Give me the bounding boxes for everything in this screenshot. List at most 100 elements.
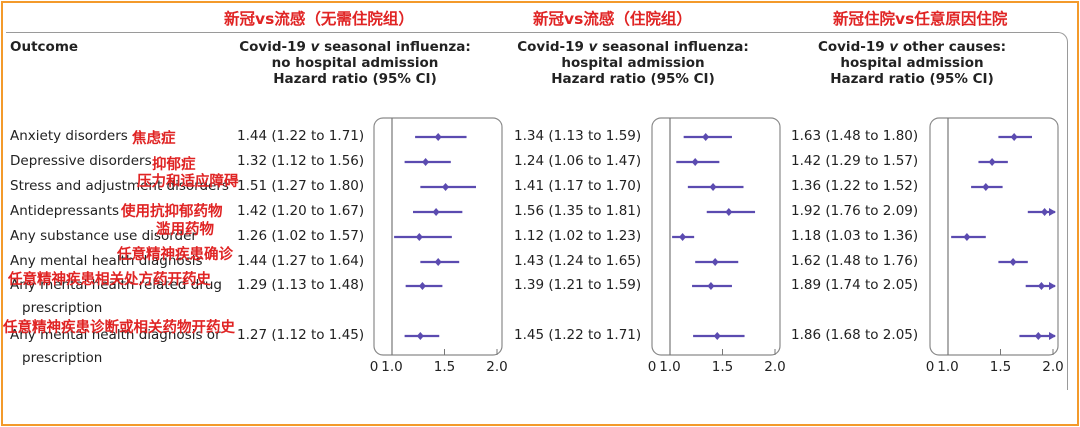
hazard-ratio-text: 1.12 (1.02 to 1.23): [514, 228, 642, 244]
hazard-ratio-text: 1.86 (1.68 to 2.05): [791, 327, 919, 343]
hazard-ratio-text: 1.45 (1.22 to 1.71): [514, 327, 642, 343]
outcome-label: Any mental health related drug: [10, 277, 223, 293]
hazard-ratio-text: 1.51 (1.27 to 1.80): [237, 178, 365, 194]
x-tick-label: 2.0: [1042, 359, 1063, 375]
hazard-ratio-text: 1.24 (1.06 to 1.47): [514, 153, 642, 169]
point-estimate: [713, 332, 721, 340]
x-tick-label: 0: [370, 359, 379, 375]
point-estimate: [442, 183, 450, 191]
x-tick-label: 1.5: [990, 359, 1011, 375]
chinese-annotation: 使用抗抑郁药物: [121, 204, 223, 220]
point-estimate: [988, 158, 996, 166]
hazard-ratio-text: 1.63 (1.48 to 1.80): [791, 128, 919, 144]
chinese-annotation: 滥用药物: [156, 222, 214, 238]
outcome-label-cont: prescription: [22, 300, 103, 316]
x-tick-label: 1.5: [434, 359, 455, 375]
table-frame: [6, 32, 1068, 390]
point-estimate: [711, 258, 719, 266]
point-estimate: [418, 282, 426, 290]
hazard-ratio-text: 1.32 (1.12 to 1.56): [237, 153, 365, 169]
outcome-header: Outcome: [10, 39, 79, 55]
column-header: Covid-19 v seasonal influenza: no hospita…: [230, 39, 480, 87]
hazard-ratio-text: 1.44 (1.22 to 1.71): [237, 128, 365, 144]
hazard-ratio-text: 1.89 (1.74 to 2.05): [791, 277, 919, 293]
outcome-label: Stress and adjustment disorders: [10, 178, 229, 194]
column-header-line: hospital admission: [840, 55, 984, 71]
point-estimate: [432, 208, 440, 216]
plot-frame: [373, 117, 503, 356]
point-estimate: [434, 258, 442, 266]
outcome-label: Any substance use disorder: [10, 228, 197, 244]
hazard-ratio-text: 1.29 (1.13 to 1.48): [237, 277, 365, 293]
column-header-line: Hazard ratio (95% CI): [551, 71, 715, 87]
x-tick-label: 2.0: [764, 359, 785, 375]
point-estimate: [1010, 133, 1018, 141]
point-estimate: [422, 158, 430, 166]
hazard-ratio-text: 1.18 (1.03 to 1.36): [791, 228, 919, 244]
outcome-label: Depressive disorders: [10, 153, 152, 169]
point-estimate: [1034, 332, 1042, 340]
hazard-ratio-text: 1.34 (1.13 to 1.59): [514, 128, 642, 144]
point-estimate: [434, 133, 442, 141]
column-header-line: Covid-19 v other causes:: [817, 39, 1007, 55]
hazard-ratio-text: 1.43 (1.24 to 1.65): [514, 253, 642, 269]
point-estimate: [679, 233, 687, 241]
hazard-ratio-text: 1.41 (1.17 to 1.70): [514, 178, 642, 194]
hazard-ratio-text: 1.56 (1.35 to 1.81): [514, 203, 642, 219]
chinese-annotation: 抑郁症: [152, 157, 196, 173]
column-header-line: hospital admission: [561, 55, 705, 71]
point-estimate: [982, 183, 990, 191]
hazard-ratio-text: 1.42 (1.20 to 1.67): [237, 203, 365, 219]
hazard-ratio-text: 1.27 (1.12 to 1.45): [237, 327, 365, 343]
point-estimate: [1041, 208, 1049, 216]
hazard-ratio-text: 1.26 (1.02 to 1.57): [237, 228, 365, 244]
point-estimate: [1009, 258, 1017, 266]
top-annotation: 新冠vs流感（住院组）: [533, 10, 692, 28]
point-estimate: [415, 233, 423, 241]
top-annotation: 新冠vs流感（无需住院组）: [224, 10, 414, 28]
outcome-label: Anxiety disorders: [10, 128, 128, 144]
x-tick-label: 1.5: [712, 359, 733, 375]
column-header-line: Hazard ratio (95% CI): [273, 71, 437, 87]
ci-arrow: [1049, 208, 1056, 216]
column-header-line: Covid-19 v seasonal influenza:: [517, 39, 749, 55]
point-estimate: [691, 158, 699, 166]
outcome-label-cont: prescription: [22, 350, 103, 366]
hazard-ratio-text: 1.62 (1.48 to 1.76): [791, 253, 919, 269]
ci-arrow: [1049, 332, 1056, 340]
ci-arrow: [1049, 282, 1056, 290]
x-tick-label: 0: [926, 359, 935, 375]
point-estimate: [725, 208, 733, 216]
point-estimate: [702, 133, 710, 141]
x-tick-label: 0: [648, 359, 657, 375]
top-annotation: 新冠住院vs任意原因住院: [833, 10, 1008, 28]
column-header: Covid-19 v other causes: hospital admissi…: [787, 39, 1037, 87]
outcome-label: Any mental health diagnosis: [10, 253, 203, 269]
x-tick-label: 1.0: [937, 359, 958, 375]
plot-frame: [929, 117, 1059, 356]
plot-frame: [651, 117, 781, 356]
x-tick-label: 2.0: [486, 359, 507, 375]
column-header-line: Hazard ratio (95% CI): [830, 71, 994, 87]
hazard-ratio-text: 1.44 (1.27 to 1.64): [237, 253, 365, 269]
outcome-label: Antidepressants: [10, 203, 120, 219]
x-tick-label: 1.0: [659, 359, 680, 375]
point-estimate: [709, 183, 717, 191]
point-estimate: [707, 282, 715, 290]
hazard-ratio-text: 1.92 (1.76 to 2.09): [791, 203, 919, 219]
point-estimate: [416, 332, 424, 340]
chinese-annotation: 焦虑症: [132, 131, 176, 147]
hazard-ratio-text: 1.36 (1.22 to 1.52): [791, 178, 919, 194]
column-header: Covid-19 v seasonal influenza: hospital a…: [508, 39, 758, 87]
outcome-label: Any mental health diagnosis or: [10, 327, 221, 343]
chinese-annotation: 任意精神疾患确诊: [117, 247, 233, 263]
point-estimate: [1037, 282, 1045, 290]
point-estimate: [963, 233, 971, 241]
column-header-line: no hospital admission: [271, 55, 439, 71]
chinese-annotation: 任意精神疾患相关处方药开药史: [8, 272, 211, 288]
column-header-line: Covid-19 v seasonal influenza:: [239, 39, 471, 55]
chinese-annotation: 任意精神疾患诊断或相关药物开药史: [3, 320, 235, 336]
hazard-ratio-text: 1.39 (1.21 to 1.59): [514, 277, 642, 293]
